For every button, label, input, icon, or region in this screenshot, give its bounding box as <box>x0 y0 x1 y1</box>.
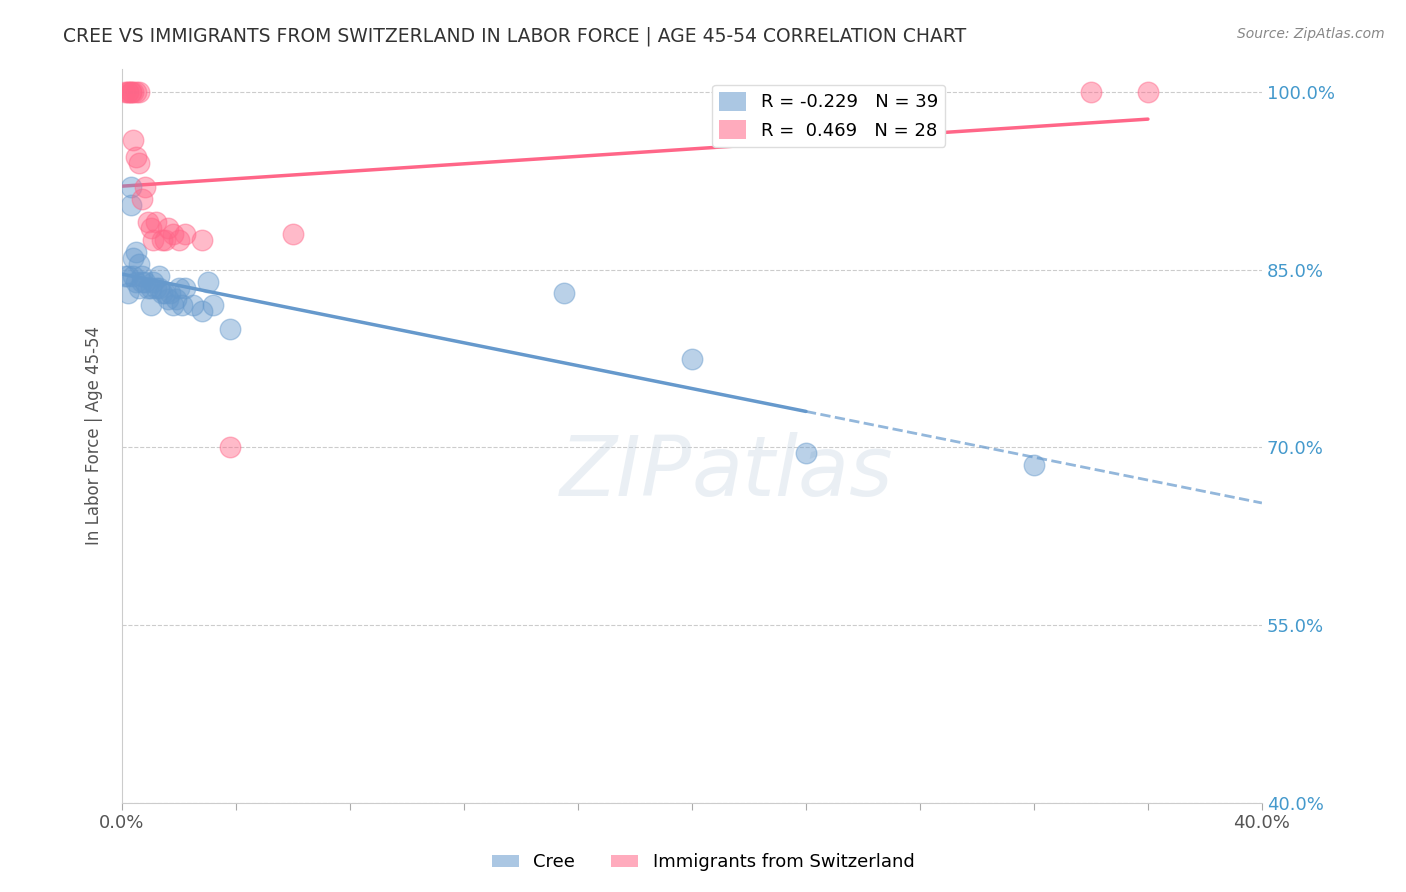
Point <box>167 280 190 294</box>
Point <box>162 298 184 312</box>
Point <box>156 221 179 235</box>
Point <box>156 293 179 307</box>
Point <box>281 227 304 242</box>
Point <box>202 298 225 312</box>
Point <box>181 298 204 312</box>
Text: Source: ZipAtlas.com: Source: ZipAtlas.com <box>1237 27 1385 41</box>
Point <box>139 280 162 294</box>
Point <box>150 233 173 247</box>
Point <box>170 298 193 312</box>
Point <box>553 286 575 301</box>
Point <box>117 85 139 99</box>
Point <box>128 257 150 271</box>
Legend: R = -0.229   N = 39, R =  0.469   N = 28: R = -0.229 N = 39, R = 0.469 N = 28 <box>711 85 945 147</box>
Point <box>120 180 142 194</box>
Point <box>125 150 148 164</box>
Point <box>191 233 214 247</box>
Point <box>191 304 214 318</box>
Point <box>1022 458 1045 472</box>
Point <box>139 298 162 312</box>
Point <box>122 132 145 146</box>
Point <box>128 280 150 294</box>
Point <box>114 268 136 283</box>
Point <box>159 286 181 301</box>
Point <box>167 233 190 247</box>
Point <box>117 85 139 99</box>
Point <box>150 286 173 301</box>
Point <box>131 275 153 289</box>
Point <box>139 221 162 235</box>
Point <box>120 85 142 99</box>
Point <box>128 156 150 170</box>
Y-axis label: In Labor Force | Age 45-54: In Labor Force | Age 45-54 <box>86 326 103 545</box>
Point <box>134 275 156 289</box>
Point <box>120 197 142 211</box>
Point <box>122 251 145 265</box>
Point <box>117 286 139 301</box>
Point <box>173 280 195 294</box>
Point <box>148 268 170 283</box>
Text: CREE VS IMMIGRANTS FROM SWITZERLAND IN LABOR FORCE | AGE 45-54 CORRELATION CHART: CREE VS IMMIGRANTS FROM SWITZERLAND IN L… <box>63 27 966 46</box>
Point <box>165 293 187 307</box>
Point <box>131 268 153 283</box>
Point <box>125 85 148 99</box>
Point <box>1136 85 1159 99</box>
Point <box>681 351 703 366</box>
Point <box>145 280 167 294</box>
Point <box>1080 85 1102 99</box>
Point <box>117 268 139 283</box>
Point <box>794 446 817 460</box>
Point <box>219 322 242 336</box>
Point <box>122 85 145 99</box>
Point <box>125 245 148 260</box>
Legend: Cree, Immigrants from Switzerland: Cree, Immigrants from Switzerland <box>485 847 921 879</box>
Point <box>153 286 176 301</box>
Point <box>153 233 176 247</box>
Point <box>134 180 156 194</box>
Text: ZIP: ZIP <box>560 432 692 513</box>
Point <box>136 280 159 294</box>
Point <box>142 275 165 289</box>
Point <box>162 227 184 242</box>
Point <box>148 280 170 294</box>
Point <box>114 85 136 99</box>
Point <box>136 215 159 229</box>
Point <box>197 275 219 289</box>
Point <box>128 85 150 99</box>
Point <box>122 268 145 283</box>
Point <box>125 275 148 289</box>
Point <box>145 215 167 229</box>
Point <box>120 85 142 99</box>
Text: atlas: atlas <box>692 432 894 513</box>
Point <box>173 227 195 242</box>
Point <box>131 192 153 206</box>
Point <box>142 233 165 247</box>
Point <box>219 441 242 455</box>
